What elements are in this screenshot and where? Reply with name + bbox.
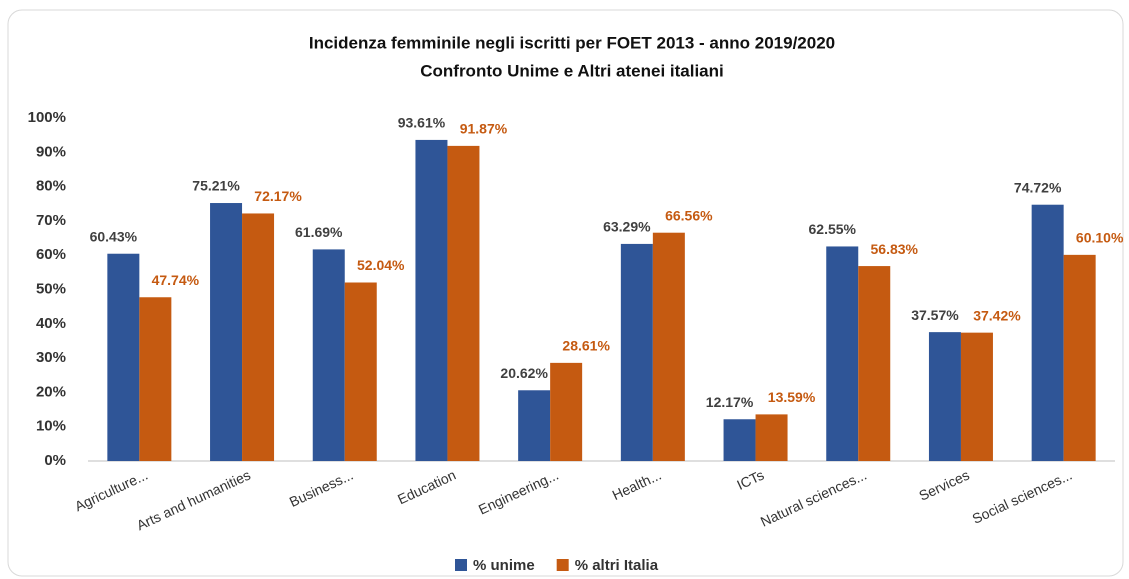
value-label: 61.69% xyxy=(295,224,343,240)
value-label: 66.56% xyxy=(665,207,713,223)
y-tick-label: 40% xyxy=(36,315,66,332)
y-tick-label: 20% xyxy=(36,383,66,400)
bar xyxy=(723,419,756,461)
legend-swatch xyxy=(455,559,467,571)
y-tick-label: 80% xyxy=(36,178,66,195)
value-label: 12.17% xyxy=(706,394,754,410)
bar xyxy=(620,243,653,461)
bar xyxy=(858,266,891,461)
bar xyxy=(210,203,243,461)
value-label: 75.21% xyxy=(192,178,240,194)
value-label: 37.57% xyxy=(911,307,959,323)
value-label: 60.10% xyxy=(1076,230,1124,246)
bar xyxy=(518,390,551,461)
legend-label: % altri Italia xyxy=(575,557,659,574)
value-label: 72.17% xyxy=(254,188,302,204)
bar xyxy=(1063,254,1096,461)
chart-subtitle: Confronto Unime e Altri atenei italiani xyxy=(420,61,724,80)
value-label: 20.62% xyxy=(500,365,548,381)
legend-label: % unime xyxy=(473,557,535,574)
bar xyxy=(447,145,480,461)
y-tick-label: 70% xyxy=(36,212,66,229)
bar xyxy=(139,297,172,461)
y-tick-label: 100% xyxy=(28,109,66,126)
legend-swatch xyxy=(556,559,569,571)
y-tick-label: 60% xyxy=(36,246,66,263)
bar xyxy=(550,362,583,461)
bar xyxy=(242,213,275,461)
chart-title: Incidenza femminile negli iscritti per F… xyxy=(309,33,835,52)
value-label: 13.59% xyxy=(768,389,816,405)
y-tick-label: 30% xyxy=(36,349,66,366)
value-label: 63.29% xyxy=(603,219,651,235)
chart-frame xyxy=(7,9,1124,577)
value-label: 62.55% xyxy=(809,221,857,237)
value-label: 60.43% xyxy=(90,228,138,244)
bar xyxy=(344,282,377,461)
bar xyxy=(928,332,961,461)
y-tick-label: 0% xyxy=(44,452,66,469)
value-label: 91.87% xyxy=(460,121,508,137)
bar xyxy=(960,332,993,461)
y-tick-label: 10% xyxy=(36,418,66,435)
bar xyxy=(652,232,685,461)
bar xyxy=(755,414,788,461)
value-label: 74.72% xyxy=(1014,179,1062,195)
value-label: 56.83% xyxy=(871,241,919,257)
y-tick-label: 90% xyxy=(36,143,66,160)
y-tick-label: 50% xyxy=(36,280,66,297)
value-label: 93.61% xyxy=(398,115,446,131)
bar xyxy=(415,139,448,461)
value-label: 47.74% xyxy=(152,272,200,288)
value-label: 52.04% xyxy=(357,257,405,273)
bar xyxy=(1031,204,1064,462)
bar xyxy=(826,246,859,461)
value-label: 37.42% xyxy=(973,307,1021,323)
bar xyxy=(312,249,345,461)
value-label: 28.61% xyxy=(562,338,610,354)
bar xyxy=(107,253,140,461)
